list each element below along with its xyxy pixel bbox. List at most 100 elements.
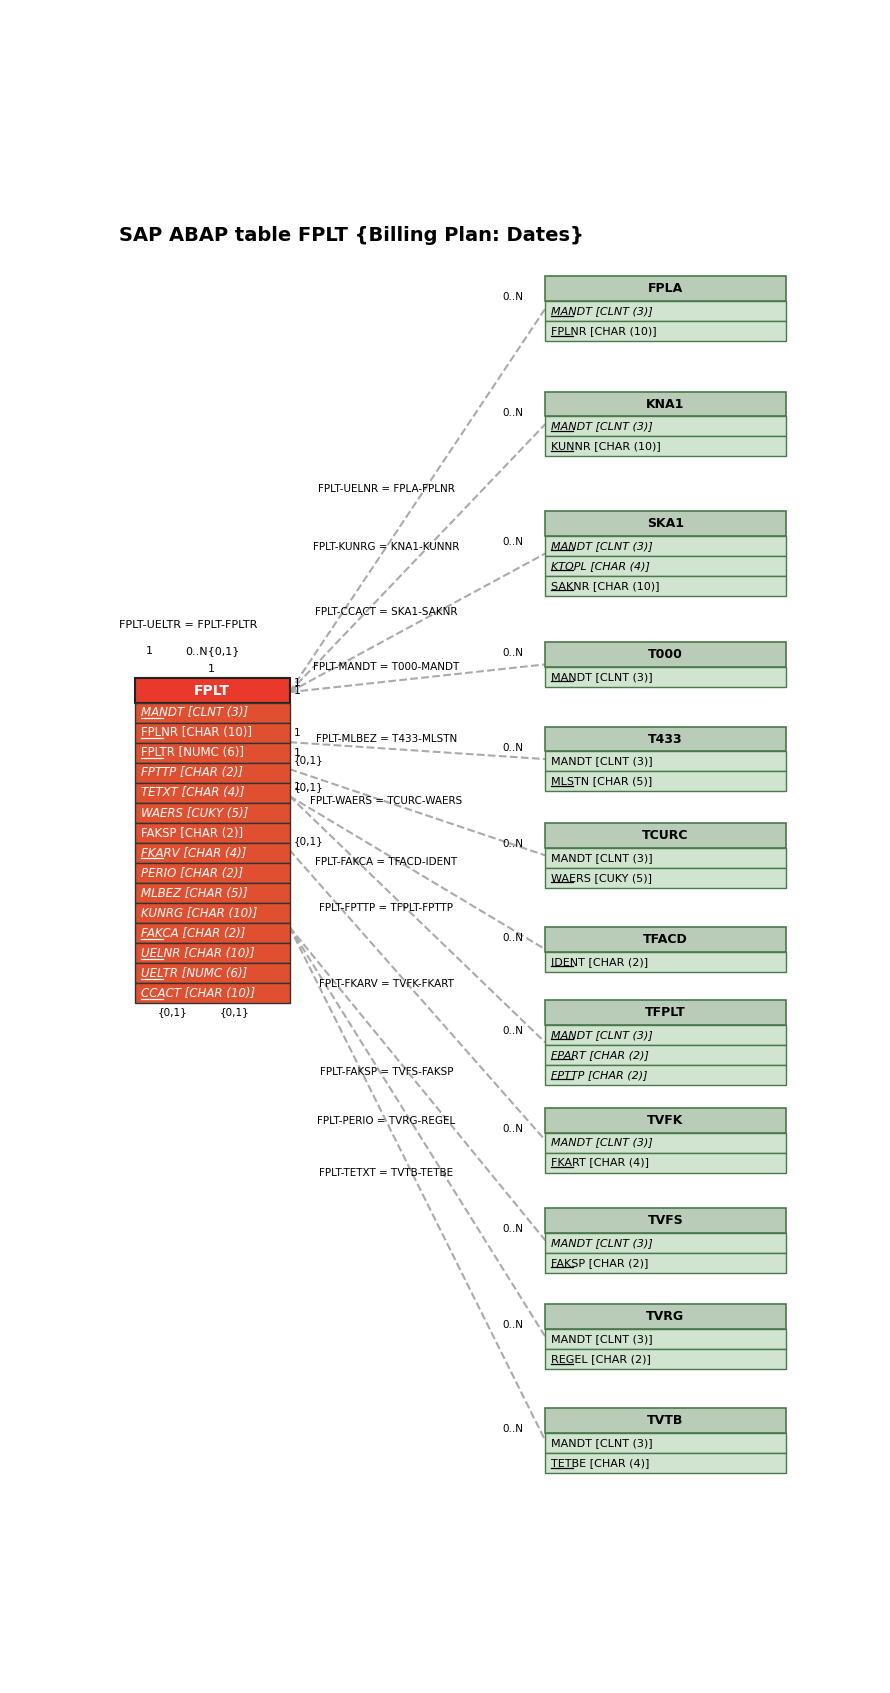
Text: MANDT [CLNT (3)]: MANDT [CLNT (3)] [552,306,653,317]
Text: TFPLT: TFPLT [645,1006,686,1019]
Text: 1: 1 [208,664,215,674]
Text: PERIO [CHAR (2)]: PERIO [CHAR (2)] [141,867,243,880]
Bar [546,1001,786,1024]
Bar [546,416,786,437]
Text: FPLTR [NUMC (6)]: FPLTR [NUMC (6)] [141,747,244,760]
Bar [546,276,786,301]
Text: KUNNR [CHAR (10)]: KUNNR [CHAR (10)] [552,442,661,452]
Bar [546,1153,786,1173]
Bar [134,863,289,884]
Text: FAKSP [CHAR (2)]: FAKSP [CHAR (2)] [552,1258,649,1268]
Bar [546,1133,786,1153]
Bar [546,1409,786,1432]
Bar [546,642,786,667]
Text: FAKSP [CHAR (2)]: FAKSP [CHAR (2)] [141,826,243,840]
Text: IDENT [CHAR (2)]: IDENT [CHAR (2)] [552,957,649,967]
Bar [546,752,786,772]
Text: FPLT-FPTTP = TFPLT-FPTTP: FPLT-FPTTP = TFPLT-FPTTP [320,902,453,913]
Text: FPLT-UELNR = FPLA-FPLNR: FPLT-UELNR = FPLA-FPLNR [318,484,455,494]
Text: 0..N: 0..N [503,408,523,418]
Text: FPLT-PERIO = TVRG-REGEL: FPLT-PERIO = TVRG-REGEL [317,1116,456,1126]
Bar [134,923,289,943]
Bar [546,322,786,340]
Text: MANDT [CLNT (3)]: MANDT [CLNT (3)] [552,540,653,550]
Text: TETXT [CHAR (4)]: TETXT [CHAR (4)] [141,787,244,799]
Bar [134,782,289,802]
Text: 0..N: 0..N [503,1224,523,1234]
Text: 0..N: 0..N [503,537,523,547]
Text: {0,1}: {0,1} [158,1007,188,1017]
Text: CCACT [CHAR (10)]: CCACT [CHAR (10)] [141,987,255,999]
Text: FPLT-UELTR = FPLT-FPLTR: FPLT-UELTR = FPLT-FPLTR [119,621,257,630]
Text: SKA1: SKA1 [647,516,684,530]
Bar [546,1453,786,1473]
Bar [134,723,289,743]
Text: TETBE [CHAR (4)]: TETBE [CHAR (4)] [552,1458,650,1468]
Text: FPLNR [CHAR (10)]: FPLNR [CHAR (10)] [552,327,657,335]
Text: T433: T433 [648,733,683,745]
Text: MLBEZ [CHAR (5)]: MLBEZ [CHAR (5)] [141,887,247,899]
Text: MANDT [CLNT (3)]: MANDT [CLNT (3)] [552,1238,653,1248]
Bar [546,869,786,887]
Bar [546,437,786,457]
Text: 1: 1 [294,728,300,738]
Text: FPLT-KUNRG = KNA1-KUNNR: FPLT-KUNRG = KNA1-KUNNR [313,542,459,552]
Text: {0,1}: {0,1} [220,1007,249,1017]
Text: FAKCA [CHAR (2)]: FAKCA [CHAR (2)] [141,926,245,940]
Text: WAERS [CUKY (5)]: WAERS [CUKY (5)] [552,872,652,882]
Text: FKARV [CHAR (4)]: FKARV [CHAR (4)] [141,846,246,860]
Text: T000: T000 [648,648,683,660]
Text: MANDT [CLNT (3)]: MANDT [CLNT (3)] [552,1437,653,1448]
Text: FPLA: FPLA [648,283,683,295]
Text: 0..N: 0..N [503,293,523,303]
Text: MLSTN [CHAR (5)]: MLSTN [CHAR (5)] [552,777,652,787]
Bar [546,1432,786,1453]
Text: FPTTP [CHAR (2)]: FPTTP [CHAR (2)] [141,767,243,779]
Text: 1: 1 [146,647,153,655]
Text: FPLT-FAKSP = TVFS-FAKSP: FPLT-FAKSP = TVFS-FAKSP [320,1068,453,1077]
Bar [134,764,289,782]
Text: 0..N: 0..N [503,648,523,659]
Text: {0,1}: {0,1} [294,836,323,846]
Bar [134,802,289,823]
Text: 0..N: 0..N [503,1424,523,1434]
Bar [134,963,289,984]
Bar [546,726,786,752]
Bar [134,902,289,923]
Text: KTOPL [CHAR (4)]: KTOPL [CHAR (4)] [552,560,651,571]
Bar [134,743,289,764]
Bar [546,928,786,951]
Text: 1: 1 [294,686,301,696]
Bar [546,951,786,972]
Bar [134,823,289,843]
Text: 0..N: 0..N [503,743,523,753]
Bar [134,984,289,1004]
Text: FPLT-MANDT = T000-MANDT: FPLT-MANDT = T000-MANDT [313,662,459,672]
Text: KNA1: KNA1 [646,398,684,411]
Text: MANDT [CLNT (3)]: MANDT [CLNT (3)] [552,1334,653,1344]
Text: TFACD: TFACD [643,933,688,946]
Bar [546,772,786,791]
Text: FPTTP [CHAR (2)]: FPTTP [CHAR (2)] [552,1070,648,1080]
Bar [546,511,786,535]
Bar [546,1253,786,1273]
Bar [546,301,786,322]
Bar [546,848,786,869]
Text: FPLNR [CHAR (10)]: FPLNR [CHAR (10)] [141,726,252,740]
Text: TCURC: TCURC [642,830,689,841]
Text: 0..N: 0..N [503,1026,523,1036]
Text: MANDT [CLNT (3)]: MANDT [CLNT (3)] [141,706,247,720]
Bar [546,1065,786,1085]
Bar [546,823,786,848]
Bar [546,391,786,416]
Text: FPLT-FKARV = TVFK-FKART: FPLT-FKARV = TVFK-FKART [319,979,454,989]
Bar [546,535,786,555]
Text: FPLT-MLBEZ = T433-MLSTN: FPLT-MLBEZ = T433-MLSTN [316,735,457,745]
Text: TVFK: TVFK [647,1114,684,1128]
Text: MANDT [CLNT (3)]: MANDT [CLNT (3)] [552,422,653,432]
Bar [546,1304,786,1329]
Text: 1: 1 [294,782,300,792]
Text: MANDT [CLNT (3)]: MANDT [CLNT (3)] [552,757,653,767]
Bar [546,555,786,576]
Bar [546,1349,786,1370]
